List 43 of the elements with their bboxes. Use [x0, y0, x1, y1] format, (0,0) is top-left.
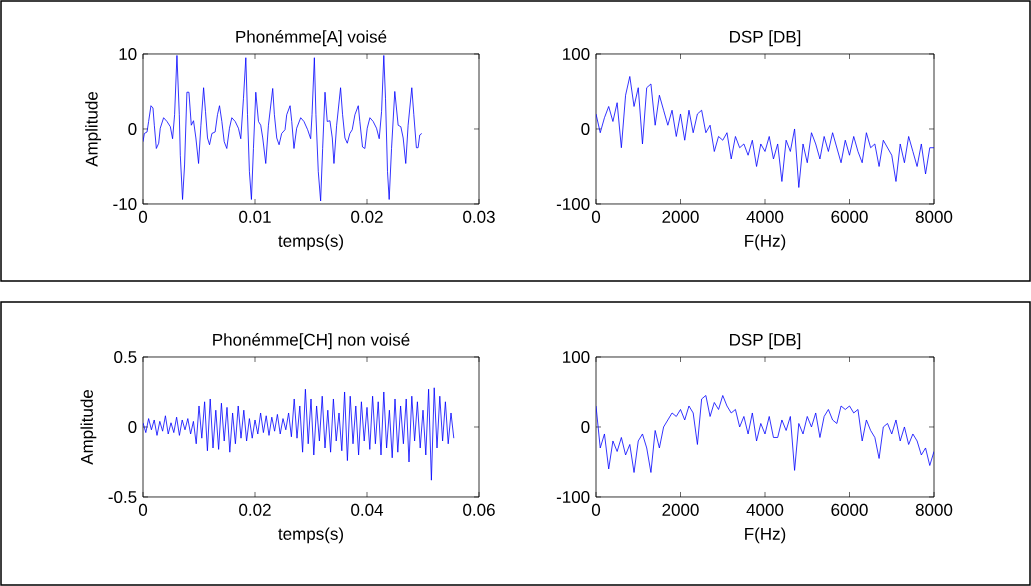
- x-tick-label: 0.02: [239, 503, 271, 516]
- chart-title: DSP [DB]: [730, 333, 801, 350]
- x-tick-label: 0.02: [351, 210, 383, 223]
- y-tick-label: 0.5: [114, 350, 137, 364]
- y-tick-label: -10: [113, 197, 137, 211]
- y-tick-label: -100: [556, 197, 590, 211]
- line-series: [143, 387, 455, 481]
- x-tick-label: 0: [138, 210, 148, 223]
- y-tick-label: 100: [563, 47, 590, 61]
- x-tick-label: 0.06: [463, 503, 495, 516]
- x-tick-label: 6000: [831, 210, 868, 223]
- y-tick-label: 0: [581, 122, 590, 136]
- chart-title: Phonémme[CH] non voisé: [213, 333, 410, 350]
- line-series: [143, 55, 423, 202]
- chart-title: Phonémme[A] voisé: [236, 30, 387, 47]
- y-tick-label: 0: [128, 420, 137, 434]
- y-tick-label: 0: [128, 122, 137, 136]
- x-tick-label: 4000: [746, 503, 784, 516]
- chart-title: DSP [DB]: [730, 30, 801, 47]
- x-tick-label: 0: [591, 210, 601, 223]
- y-tick-label: -100: [556, 490, 590, 504]
- x-tick-label: 0.01: [239, 210, 271, 223]
- y-tick-label: 0: [581, 420, 590, 434]
- x-tick-label: 8000: [915, 503, 953, 516]
- y-tick-label: 100: [563, 350, 590, 364]
- x-tick-label: 8000: [915, 210, 953, 223]
- x-tick-label: 0.04: [351, 503, 384, 516]
- x-tick-label: 6000: [831, 503, 868, 516]
- x-tick-label: 0: [138, 503, 148, 516]
- x-tick-label: 0.03: [463, 210, 495, 223]
- line-series: [596, 395, 934, 473]
- y-tick-label: 10: [119, 47, 137, 61]
- x-tick-label: 0: [591, 503, 601, 516]
- x-axis-title: temps(s): [278, 234, 344, 251]
- x-tick-label: 4000: [746, 210, 784, 223]
- x-axis-title: F(Hz): [745, 527, 786, 544]
- x-axis-title: F(Hz): [745, 234, 786, 251]
- y-axis-title: Amplitude: [85, 91, 102, 167]
- x-tick-label: 2000: [662, 210, 699, 223]
- y-axis-title: Amplitude: [80, 389, 97, 465]
- y-tick-label: -0.5: [108, 490, 137, 504]
- x-axis-title: temps(s): [278, 527, 344, 544]
- x-tick-label: 2000: [662, 503, 699, 516]
